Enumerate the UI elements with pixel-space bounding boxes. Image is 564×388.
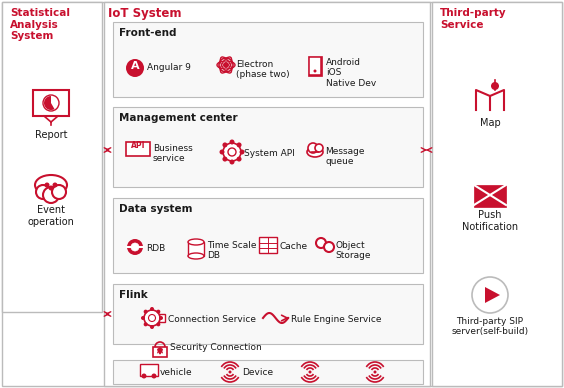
Text: API: API — [131, 142, 146, 151]
Ellipse shape — [188, 253, 204, 259]
Bar — [113, 360, 423, 384]
Circle shape — [230, 159, 235, 165]
Circle shape — [144, 310, 160, 326]
Bar — [474, 185, 506, 207]
Text: Rule Engine Service: Rule Engine Service — [291, 315, 381, 324]
Text: Device: Device — [242, 368, 273, 377]
Circle shape — [316, 238, 326, 248]
Text: Statistical
Analysis
System: Statistical Analysis System — [10, 8, 70, 41]
Text: Object
Storage: Object Storage — [335, 241, 371, 260]
Text: Security Connection: Security Connection — [170, 343, 262, 353]
Text: Electron
(phase two): Electron (phase two) — [236, 60, 290, 80]
Bar — [113, 284, 423, 344]
Circle shape — [126, 59, 144, 77]
Circle shape — [222, 142, 227, 147]
Text: Event
operation: Event operation — [28, 205, 74, 227]
Circle shape — [324, 242, 334, 252]
Text: Cache: Cache — [279, 242, 307, 251]
Circle shape — [223, 62, 229, 68]
Text: Front-end: Front-end — [119, 28, 177, 38]
Circle shape — [45, 182, 50, 187]
Ellipse shape — [188, 239, 204, 245]
Circle shape — [150, 325, 154, 329]
Circle shape — [52, 185, 66, 199]
Circle shape — [373, 371, 377, 374]
Bar — [259, 237, 277, 253]
Text: Message
queue: Message queue — [325, 147, 364, 166]
Bar — [310, 58, 320, 74]
Circle shape — [491, 82, 499, 90]
Text: Map: Map — [479, 118, 500, 128]
Circle shape — [43, 95, 59, 111]
Circle shape — [219, 149, 224, 154]
Circle shape — [141, 316, 145, 320]
Circle shape — [142, 374, 147, 379]
Wedge shape — [44, 96, 55, 110]
Text: Time Scale
DB: Time Scale DB — [207, 241, 257, 260]
Circle shape — [36, 185, 50, 199]
Circle shape — [230, 140, 235, 144]
Circle shape — [144, 322, 148, 326]
Bar — [113, 198, 423, 273]
Text: Third-party
Service: Third-party Service — [440, 8, 506, 29]
Bar — [140, 364, 158, 376]
Polygon shape — [485, 287, 500, 303]
Text: Data system: Data system — [119, 204, 192, 214]
Bar — [308, 56, 322, 76]
Circle shape — [159, 316, 163, 320]
Circle shape — [236, 142, 241, 147]
Text: Connection Service: Connection Service — [168, 315, 256, 324]
Circle shape — [150, 307, 154, 311]
Circle shape — [308, 143, 318, 153]
Ellipse shape — [35, 175, 67, 195]
Circle shape — [52, 182, 58, 187]
Bar — [153, 347, 167, 357]
Text: Angular 9: Angular 9 — [147, 64, 191, 73]
Text: Management center: Management center — [119, 113, 237, 123]
Bar — [33, 90, 69, 116]
Circle shape — [315, 144, 323, 152]
Text: Third-party SIP
server(self-build): Third-party SIP server(self-build) — [451, 317, 528, 336]
Circle shape — [222, 157, 227, 161]
Ellipse shape — [307, 147, 323, 157]
Bar — [113, 107, 423, 187]
Circle shape — [314, 69, 316, 73]
Circle shape — [144, 310, 148, 314]
Bar — [432, 2, 562, 386]
Bar — [2, 2, 102, 312]
Circle shape — [236, 157, 241, 161]
Circle shape — [219, 58, 233, 72]
Circle shape — [228, 148, 236, 156]
Text: A: A — [131, 61, 139, 71]
Bar — [188, 242, 204, 256]
Text: Android
iOS
Native Dev: Android iOS Native Dev — [326, 58, 376, 88]
Text: vehicle: vehicle — [160, 368, 193, 377]
Circle shape — [240, 149, 245, 154]
Circle shape — [127, 239, 143, 255]
Text: System API: System API — [244, 149, 295, 158]
Text: RDB: RDB — [146, 244, 165, 253]
Circle shape — [152, 374, 156, 379]
Text: Report: Report — [35, 130, 67, 140]
Circle shape — [157, 348, 162, 353]
Circle shape — [49, 185, 54, 191]
Circle shape — [43, 187, 59, 203]
Bar — [104, 2, 430, 386]
Circle shape — [156, 310, 160, 314]
Circle shape — [472, 277, 508, 313]
Circle shape — [148, 315, 156, 322]
Bar — [113, 22, 423, 97]
Bar — [126, 142, 150, 156]
Circle shape — [131, 243, 139, 251]
Circle shape — [309, 371, 311, 374]
Circle shape — [228, 371, 231, 374]
Circle shape — [223, 143, 241, 161]
Text: Flink: Flink — [119, 290, 148, 300]
Text: IoT System: IoT System — [108, 7, 182, 20]
Bar — [159, 314, 165, 322]
Text: Business
service: Business service — [153, 144, 193, 163]
Text: Push
Notification: Push Notification — [462, 210, 518, 232]
Circle shape — [156, 322, 160, 326]
